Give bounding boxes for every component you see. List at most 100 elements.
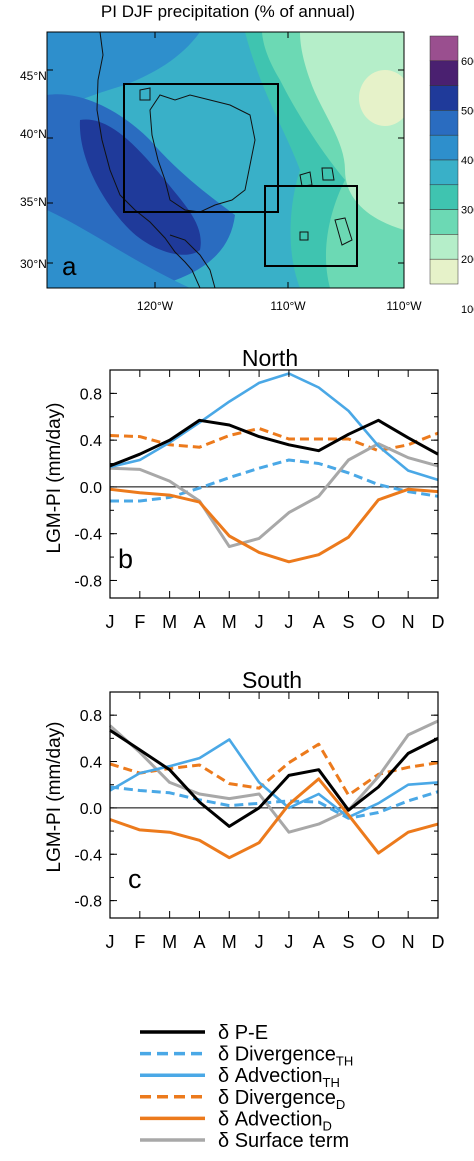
x-tick-label: D [432, 932, 445, 952]
colorbar-label: 400 [461, 155, 474, 167]
map-title: PI DJF precipitation (% of annual) [101, 2, 355, 21]
series-line [109, 418, 439, 468]
lat-label-40: 40°N [20, 127, 47, 141]
lat-label-30: 30°N [20, 257, 47, 271]
contour-400-south [47, 210, 190, 288]
panel-letter-c: c [128, 864, 142, 894]
series-line [109, 728, 439, 828]
x-tick-label: J [284, 612, 293, 632]
series-line [109, 372, 439, 482]
colorbar-swatch [429, 184, 459, 210]
panel-letter-a: a [62, 251, 77, 281]
legend-label: δ AdvectionTH [218, 1065, 340, 1090]
colorbar-swatch [429, 159, 459, 186]
colorbar-label: 600 [461, 56, 474, 68]
colorbar-swatch [429, 110, 459, 136]
x-tick-label: A [313, 932, 325, 952]
y-tick-label: -0.8 [74, 573, 102, 590]
x-tick-label: J [284, 932, 293, 952]
y-tick-label: 0.0 [80, 801, 102, 818]
colorbar-label: 500 [461, 105, 474, 117]
x-tick-label: O [371, 612, 385, 632]
x-tick-label: F [134, 932, 145, 952]
x-tick-label: J [106, 612, 115, 632]
series-line [110, 458, 439, 503]
x-tick-label: M [222, 932, 237, 952]
lat-label-45: 45°N [20, 69, 47, 83]
plot-frame [109, 691, 439, 919]
x-tick-label: N [402, 932, 415, 952]
lon-label-110a: 110°W [270, 299, 306, 313]
colorbar-swatch [429, 209, 459, 235]
colorbar-label: 300 [461, 205, 474, 217]
legend-label: δ DivergenceD [218, 1087, 345, 1112]
x-tick-label: M [222, 612, 237, 632]
north-region-box [123, 83, 279, 213]
north-panel: North LGM-PI (mm/day) 0.8 0.4 0.0 -0.4 -0.8 J… [44, 345, 445, 632]
map-contours [47, 32, 404, 288]
y-tick-label: -0.4 [74, 847, 102, 864]
x-tick-label: S [343, 612, 355, 632]
lat-label-35: 35°N [20, 195, 47, 209]
x-tick-label: J [255, 612, 264, 632]
map-ticks [47, 32, 404, 288]
y-tick-label: 0.8 [80, 708, 102, 725]
series-line [109, 442, 439, 549]
colorbar-swatch [429, 35, 459, 62]
x-tick-label: M [162, 612, 177, 632]
colorbar-swatch [429, 258, 459, 285]
x-tick-label: A [313, 612, 325, 632]
map-panel: PI DJF precipitation (% of annual) [20, 2, 474, 316]
north-plot-area: 0.80.40.0-0.4-0.8J F M A M J J A S O N D [74, 369, 445, 632]
colorbar-swatch [429, 85, 459, 111]
colorbar: 600 500 400 300 200 100 [429, 35, 474, 316]
contour-100 [359, 70, 404, 126]
x-tick-label: O [371, 932, 385, 952]
series-line [109, 738, 439, 819]
x-tick-label: A [193, 932, 205, 952]
x-tick-label: A [193, 612, 205, 632]
south-title: South [242, 667, 302, 693]
y-tick-label: 0.8 [80, 386, 102, 403]
north-title: North [242, 345, 298, 371]
legend-label: δ AdvectionD [218, 1108, 332, 1133]
x-tick-label: J [106, 932, 115, 952]
series-line [109, 742, 439, 797]
contour-500 [79, 119, 201, 255]
colorbar-label: 200 [461, 254, 474, 266]
x-tick-label: N [402, 612, 415, 632]
x-tick-label: D [432, 612, 445, 632]
x-tick-label: J [255, 932, 264, 952]
lon-label-110b: 110°W [386, 299, 422, 313]
y-tick-label: 0.0 [80, 480, 102, 497]
y-tick-label: 0.4 [80, 433, 102, 450]
series-line [108, 719, 439, 834]
south-ylabel: LGM-PI (mm/day) [44, 722, 65, 873]
series-line [109, 785, 439, 820]
x-tick-label: M [162, 932, 177, 952]
colorbar-swatch [429, 134, 459, 161]
x-tick-label: F [134, 612, 145, 632]
colorbar-swatch [429, 60, 459, 86]
south-region-box [264, 185, 358, 267]
panel-letter-b: b [118, 544, 133, 574]
lon-label-120: 120°W [137, 299, 174, 313]
north-ylabel: LGM-PI (mm/day) [44, 403, 65, 554]
colorbar-swatch [429, 234, 459, 260]
south-panel: South LGM-PI (mm/day) 0.8 0.4 0.0 -0.4 -0.8 J… [44, 667, 445, 952]
legend-label: δ DivergenceTH [218, 1044, 353, 1069]
plot-frame [109, 369, 439, 599]
legend-label: δ Surface term [218, 1130, 349, 1152]
contour-400-north [47, 32, 200, 110]
series-line [109, 777, 439, 860]
series-line [109, 487, 439, 564]
y-tick-label: 0.4 [80, 755, 102, 772]
x-tick-label: S [343, 932, 355, 952]
legend-label: δ P-E [218, 1022, 268, 1044]
y-tick-label: -0.4 [74, 527, 102, 544]
south-plot-area: 0.80.40.0-0.4-0.8J F M A M J J A S O N D [74, 691, 445, 952]
y-tick-label: -0.8 [74, 894, 102, 911]
colorbar-label: 100 [461, 304, 474, 316]
